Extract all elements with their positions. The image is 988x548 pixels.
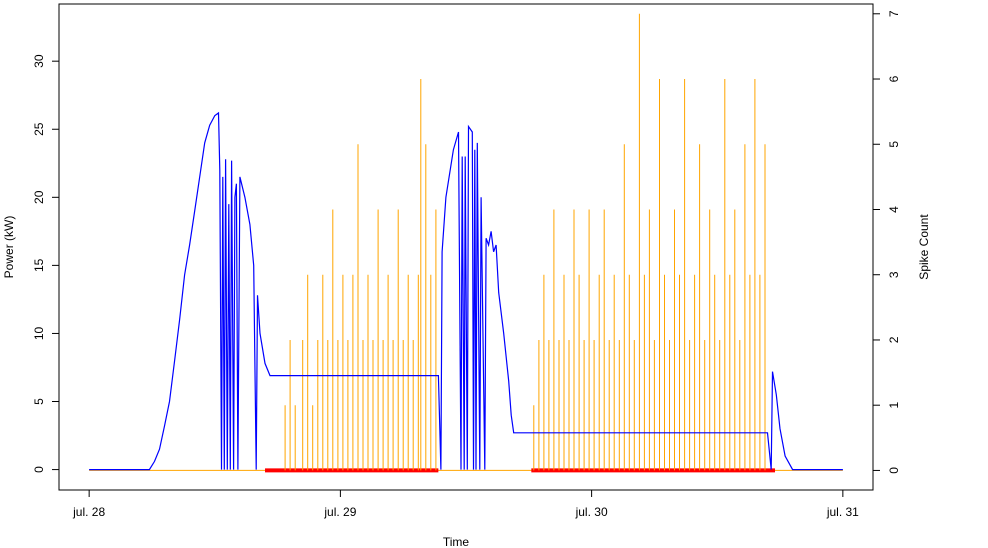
y2-tick-label: 3 (887, 271, 901, 278)
y-axis-title: Power (kW) (2, 216, 16, 279)
y2-tick-label: 6 (887, 75, 901, 82)
spike-count-series (284, 13, 766, 471)
x-tick-label: jul. 29 (323, 505, 356, 519)
x-axis-title: Time (443, 535, 470, 548)
y-axis-left: 0 5 10 15 20 25 30 (32, 54, 60, 473)
y-axis-right: 0 1 2 3 4 5 6 7 (872, 10, 901, 474)
series-layer (89, 13, 843, 473)
y-tick-label: 30 (32, 54, 46, 68)
y-tick-label: 5 (32, 398, 46, 405)
y-tick-label: 20 (32, 190, 46, 204)
y2-tick-label: 1 (887, 402, 901, 409)
y-tick-label: 10 (32, 326, 46, 340)
x-tick-label: jul. 31 (826, 505, 859, 519)
y-tick-label: 0 (32, 466, 46, 473)
x-axis: jul. 28 jul. 29 jul. 30 jul. 31 (72, 489, 859, 519)
y2-tick-label: 2 (887, 336, 901, 343)
x-tick-label: jul. 30 (575, 505, 608, 519)
y2-tick-label: 0 (887, 467, 901, 474)
x-tick-label: jul. 28 (72, 505, 105, 519)
power-series (89, 111, 843, 471)
y-tick-label: 15 (32, 258, 46, 272)
y2-tick-label: 4 (887, 206, 901, 213)
y2-tick-label: 5 (887, 141, 901, 148)
y2-axis-title: Spike Count (917, 214, 931, 280)
y2-tick-label: 7 (887, 10, 901, 17)
y-tick-label: 25 (32, 122, 46, 136)
